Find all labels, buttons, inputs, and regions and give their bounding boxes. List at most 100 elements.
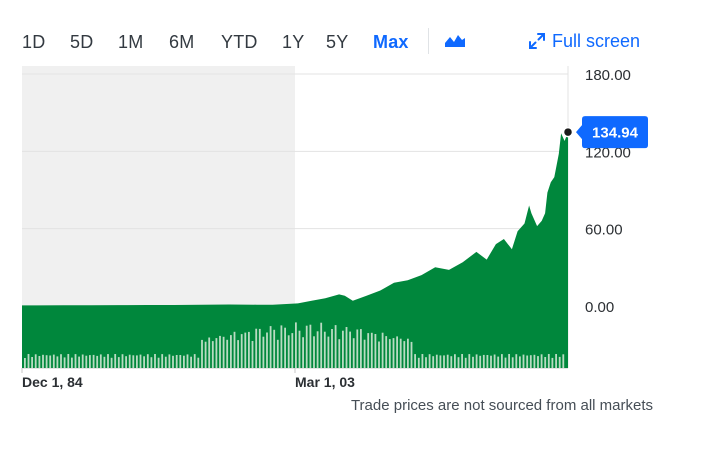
volume-bar	[204, 341, 207, 368]
volume-bar	[222, 336, 225, 368]
x-tick-label: Mar 1, 03	[295, 374, 355, 390]
volume-bar	[45, 355, 48, 368]
volume-bar	[504, 357, 507, 368]
volume-bar	[381, 332, 384, 368]
volume-bar	[396, 336, 398, 368]
volume-bar	[42, 354, 44, 368]
volume-bar	[363, 339, 366, 368]
range-ytd-button[interactable]: YTD	[221, 32, 258, 52]
volume-bar	[103, 356, 106, 368]
volume-bar	[150, 357, 153, 368]
volume-bar	[392, 338, 395, 368]
volume-bar	[295, 322, 297, 368]
volume-bar	[403, 341, 406, 368]
volume-bar	[89, 355, 91, 368]
y-axis-labels: 180.00 120.00 60.00 0.00	[585, 67, 631, 316]
range-1m-button[interactable]: 1M	[118, 32, 144, 52]
volume-bar	[110, 357, 113, 368]
volume-bar	[454, 354, 456, 368]
range-5y-button[interactable]: 5Y	[326, 32, 349, 52]
volume-bar	[56, 356, 59, 368]
volume-bar	[63, 357, 66, 368]
volume-bar	[280, 325, 283, 368]
volume-bar	[107, 354, 109, 368]
volume-bar	[482, 354, 485, 368]
volume-bar	[143, 356, 145, 368]
volume-bar	[201, 339, 203, 368]
volume-bar	[533, 354, 536, 368]
volume-bar	[331, 329, 333, 368]
volume-bar	[276, 339, 279, 368]
volume-bar	[291, 333, 294, 368]
volume-bar	[183, 355, 185, 368]
volume-bar	[233, 331, 236, 368]
volume-bar	[269, 326, 272, 368]
volume-bar	[284, 327, 286, 368]
volume-bar	[475, 354, 478, 368]
volume-bar	[464, 357, 467, 368]
volume-bar	[450, 356, 453, 368]
volume-bar	[327, 336, 330, 368]
volume-bar	[519, 356, 521, 368]
range-1y-button[interactable]: 1Y	[282, 32, 305, 52]
price-badge	[576, 116, 648, 149]
volume-bar	[258, 328, 261, 368]
volume-bar	[457, 357, 460, 368]
volume-bar	[378, 341, 380, 368]
volume-bar	[128, 354, 131, 368]
volume-bar	[511, 357, 514, 368]
range-6m-button[interactable]: 6M	[169, 32, 195, 52]
volume-bar	[117, 357, 120, 368]
volume-bar	[428, 354, 431, 368]
volume-bar	[443, 355, 445, 368]
volume-bar	[352, 338, 355, 368]
y-tick-label: 0.00	[585, 299, 614, 316]
range-1d-button[interactable]: 1D	[22, 32, 46, 52]
volume-bar	[38, 356, 41, 368]
volume-bar	[417, 357, 420, 368]
volume-bar	[215, 338, 218, 368]
range-5d-button[interactable]: 5D	[70, 32, 94, 52]
volume-bar	[555, 354, 557, 368]
volume-bar	[219, 335, 221, 368]
volume-bar	[193, 354, 196, 368]
volume-bar	[146, 354, 149, 368]
volume-bar	[92, 354, 95, 368]
y-tick-label: 60.00	[585, 222, 623, 239]
volume-bar	[248, 331, 250, 368]
volume-bar	[132, 355, 135, 368]
volume-bar	[24, 358, 26, 368]
volume-bar	[240, 334, 243, 368]
mountain-chart-icon[interactable]	[444, 34, 466, 53]
volume-bar	[49, 355, 52, 368]
volume-bar	[425, 357, 427, 368]
volume-bar	[323, 331, 326, 368]
price-badge-label: 134.94	[592, 125, 639, 142]
volume-bar	[139, 354, 142, 368]
volume-bar	[262, 336, 265, 368]
volume-bar	[121, 354, 124, 368]
volume-bar	[558, 356, 561, 368]
volume-bar	[309, 324, 312, 368]
volume-bar	[136, 355, 138, 368]
fullscreen-label: Full screen	[552, 31, 641, 51]
volume-bar	[345, 327, 348, 368]
volume-bar	[211, 341, 214, 368]
volume-bar	[74, 354, 77, 368]
volume-bar	[410, 341, 413, 368]
volume-bar	[161, 354, 164, 368]
range-max-button[interactable]: Max	[373, 32, 409, 52]
fullscreen-button[interactable]: Full screen	[528, 31, 640, 52]
volume-bar	[298, 330, 301, 368]
volume-bar	[237, 340, 239, 368]
volume-bar	[27, 354, 30, 368]
volume-bar	[96, 355, 99, 368]
volume-bar	[114, 354, 117, 368]
volume-bar	[313, 336, 315, 368]
volume-bar	[529, 355, 532, 368]
volume-bar	[255, 328, 258, 368]
volume-bar	[334, 325, 337, 368]
volume-bar	[338, 339, 341, 368]
volume-bar	[287, 335, 290, 368]
